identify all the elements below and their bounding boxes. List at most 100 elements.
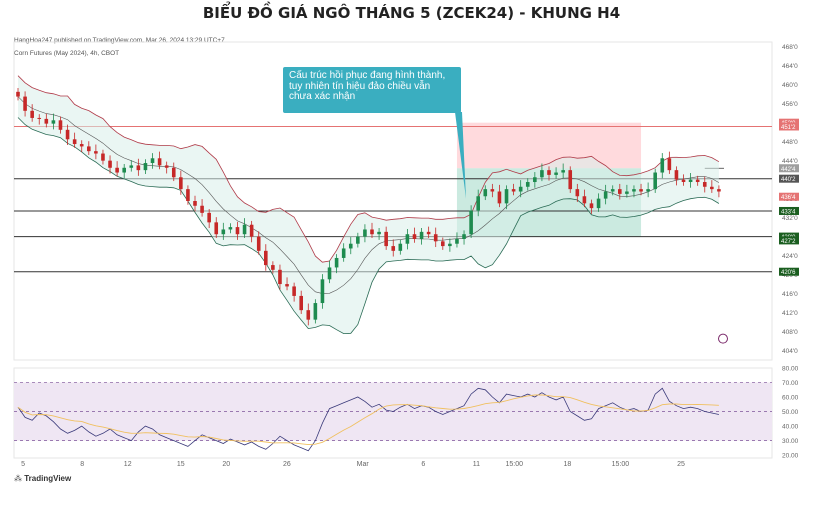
candle-body (186, 189, 190, 201)
bollinger-middle (17, 96, 720, 294)
publisher-line: HangHoa247 published on TradingView.com,… (14, 37, 225, 44)
candle (632, 185, 636, 198)
candle-body (419, 231, 424, 239)
candle (150, 153, 155, 169)
candle (426, 226, 431, 239)
price-tick-label: 404'0 (782, 348, 798, 355)
candle-body (51, 120, 56, 124)
candle-body (412, 234, 417, 239)
candle-body (391, 246, 396, 251)
price-tick-label: 448'0 (782, 139, 798, 146)
candle (278, 264, 282, 290)
callout-pointer (455, 112, 466, 199)
x-tick-label: 15:00 (506, 461, 524, 468)
candle (717, 185, 721, 198)
candle (610, 185, 615, 196)
candle (30, 104, 34, 122)
price-label-text: 451'2 (781, 125, 796, 131)
candle (214, 217, 219, 239)
candle-body (469, 210, 473, 235)
candle (72, 132, 77, 148)
candle (504, 185, 509, 210)
candle (264, 244, 268, 271)
candle (448, 238, 452, 252)
candle-body (710, 186, 714, 190)
candle (171, 162, 176, 182)
candle-body (660, 158, 665, 173)
candle (433, 227, 438, 248)
candle (646, 182, 650, 198)
candle (207, 209, 211, 229)
candle (228, 223, 233, 234)
candle-body (426, 231, 431, 235)
candle (603, 184, 608, 205)
candle (525, 178, 530, 191)
candle (561, 163, 565, 179)
candle (306, 303, 311, 326)
candle (108, 155, 112, 174)
x-tick-label: 6 (421, 461, 425, 468)
candle-body (525, 182, 530, 187)
candle (412, 227, 417, 243)
candle (256, 231, 261, 255)
candle (589, 199, 594, 214)
candle-body (327, 267, 332, 280)
candle (341, 243, 346, 262)
candle (370, 222, 374, 239)
rsi-tick-label: 40.00 (782, 424, 799, 431)
candle (547, 166, 551, 181)
candle-body (632, 189, 636, 192)
x-tick-label: 11 (473, 461, 480, 468)
candle (334, 254, 339, 274)
tradingview-logo: ⁂ TradingView (14, 474, 72, 483)
x-tick-label: 20 (222, 461, 230, 468)
candle (540, 163, 544, 182)
candle-body (129, 165, 134, 168)
candle (164, 161, 169, 174)
candle (391, 239, 396, 257)
candle (115, 161, 119, 177)
candle (320, 274, 325, 309)
candle (249, 220, 254, 243)
candle (16, 88, 20, 101)
candle-body (667, 158, 672, 171)
x-tick-label: 26 (283, 461, 291, 468)
candle (179, 170, 183, 195)
price-pane-frame (13, 41, 773, 361)
candle (129, 160, 134, 172)
candle-body (356, 236, 360, 244)
candle-body (646, 189, 650, 192)
candle-body (533, 177, 537, 183)
candle (235, 221, 240, 240)
candle-body (65, 129, 70, 140)
candle-body (639, 189, 643, 192)
candle-body (610, 189, 615, 192)
candle (596, 193, 601, 212)
candle (23, 91, 27, 117)
bollinger-upper (17, 75, 720, 263)
candle-body (618, 189, 622, 194)
candle-body (249, 224, 254, 237)
candle (441, 237, 445, 250)
price-label-box (779, 164, 799, 173)
price-label-box (779, 192, 799, 201)
x-tick-label: 15 (177, 461, 185, 468)
candle (702, 176, 707, 193)
candle-body (674, 170, 679, 180)
rsi-tick-label: 70.00 (782, 380, 799, 387)
candle-body (653, 172, 657, 190)
candle-body (582, 196, 587, 204)
candle-body (341, 248, 346, 258)
rsi-tick-label: 60.00 (782, 395, 799, 402)
candle (688, 172, 693, 188)
candle-body (511, 189, 516, 192)
candle (94, 144, 98, 160)
candle (490, 183, 495, 198)
candle (681, 174, 686, 186)
candle-body (702, 182, 707, 187)
candle (405, 229, 410, 250)
candle-body (313, 303, 318, 320)
candle-body (554, 172, 558, 175)
price-tick-label: 412'0 (782, 310, 798, 317)
candle-body (122, 167, 126, 173)
